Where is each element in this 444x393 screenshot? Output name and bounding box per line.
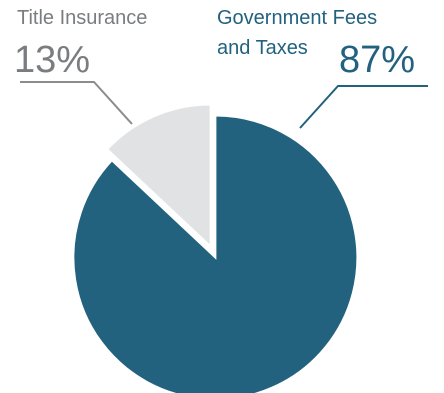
government-fees-label-line2: and Taxes [217, 37, 308, 59]
government-fees-percent: 87% [339, 39, 415, 81]
title-insurance-percent: 13% [14, 39, 90, 81]
leader-line-title-insurance [20, 81, 133, 125]
pie-slices [72, 103, 359, 393]
title-insurance-label: Title Insurance [17, 7, 147, 29]
pie-slice-title-insurance [105, 103, 212, 249]
leader-line-government-fees [299, 85, 428, 129]
pie-slice-government-fees-and-taxes [72, 114, 359, 393]
government-fees-label-line1: Government Fees [217, 7, 377, 29]
